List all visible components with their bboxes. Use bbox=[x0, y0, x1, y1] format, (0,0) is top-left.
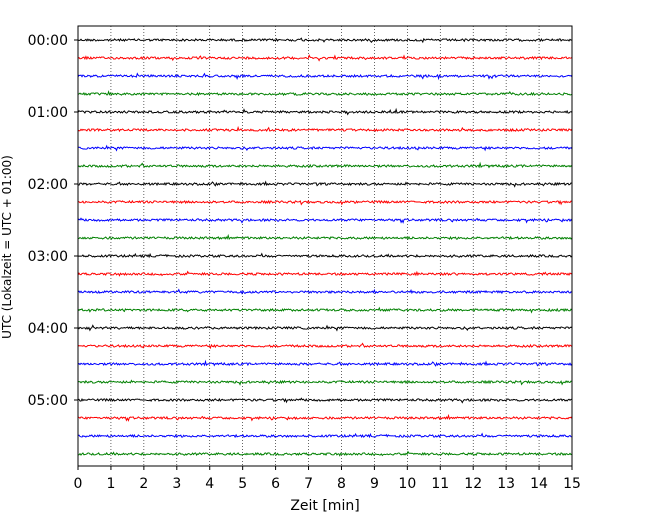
trace-0145 bbox=[77, 161, 573, 169]
trace-0030 bbox=[77, 72, 573, 81]
vertical-gridlines bbox=[110, 26, 540, 466]
trace-0130 bbox=[77, 144, 573, 152]
y-tick-label-03:00: 03:00 bbox=[28, 249, 68, 265]
trace-0000 bbox=[77, 37, 573, 44]
trace-0230 bbox=[77, 217, 573, 224]
trace-0045 bbox=[77, 90, 573, 97]
x-tick-label-11: 11 bbox=[431, 476, 449, 492]
y-axis-ticks: 00:00 01:00 02:00 03:00 04:00 05:00 bbox=[28, 33, 78, 409]
trace-0515 bbox=[77, 413, 573, 422]
x-axis-ticks: 0 1 2 3 4 5 6 7 8 9 10 11 12 13 14 15 bbox=[74, 466, 581, 492]
x-tick-label-8: 8 bbox=[337, 476, 346, 492]
x-tick-label-13: 13 bbox=[497, 476, 515, 492]
x-tick-label-7: 7 bbox=[304, 476, 313, 492]
x-tick-label-3: 3 bbox=[172, 476, 181, 492]
trace-0245 bbox=[77, 233, 573, 241]
y-axis-label: UTC (Lokalzeit = UTC + 01:00) bbox=[0, 155, 14, 339]
y-tick-label-00:00: 00:00 bbox=[28, 33, 68, 49]
trace-0345 bbox=[77, 306, 573, 314]
trace-0445 bbox=[77, 379, 573, 386]
x-tick-label-14: 14 bbox=[530, 476, 548, 492]
trace-0200 bbox=[77, 180, 573, 188]
seismic-traces bbox=[77, 37, 573, 457]
x-tick-label-0: 0 bbox=[74, 476, 83, 492]
trace-0215 bbox=[77, 199, 573, 206]
x-tick-label-15: 15 bbox=[563, 476, 581, 492]
x-tick-label-6: 6 bbox=[271, 476, 280, 492]
trace-0415 bbox=[77, 342, 573, 350]
x-tick-label-10: 10 bbox=[398, 476, 416, 492]
y-tick-label-04:00: 04:00 bbox=[28, 321, 68, 337]
trace-0315 bbox=[77, 270, 573, 277]
trace-0100 bbox=[77, 107, 573, 116]
trace-0015 bbox=[77, 54, 573, 62]
trace-0530 bbox=[77, 432, 573, 439]
trace-0400 bbox=[77, 324, 573, 332]
x-tick-label-12: 12 bbox=[464, 476, 482, 492]
y-tick-label-02:00: 02:00 bbox=[28, 177, 68, 193]
trace-0330 bbox=[77, 288, 573, 295]
trace-0545 bbox=[77, 450, 573, 457]
x-tick-label-4: 4 bbox=[205, 476, 214, 492]
trace-0300 bbox=[77, 252, 573, 259]
plot-frame bbox=[77, 25, 573, 467]
x-tick-label-1: 1 bbox=[106, 476, 115, 492]
x-tick-label-2: 2 bbox=[139, 476, 148, 492]
y-tick-label-01:00: 01:00 bbox=[28, 105, 68, 121]
x-tick-label-9: 9 bbox=[370, 476, 379, 492]
x-axis-label: Zeit [min] bbox=[290, 498, 359, 514]
y-tick-label-05:00: 05:00 bbox=[28, 393, 68, 409]
trace-0500 bbox=[77, 397, 573, 404]
trace-0115 bbox=[77, 125, 573, 133]
x-tick-label-5: 5 bbox=[238, 476, 247, 492]
trace-0430 bbox=[77, 359, 573, 367]
